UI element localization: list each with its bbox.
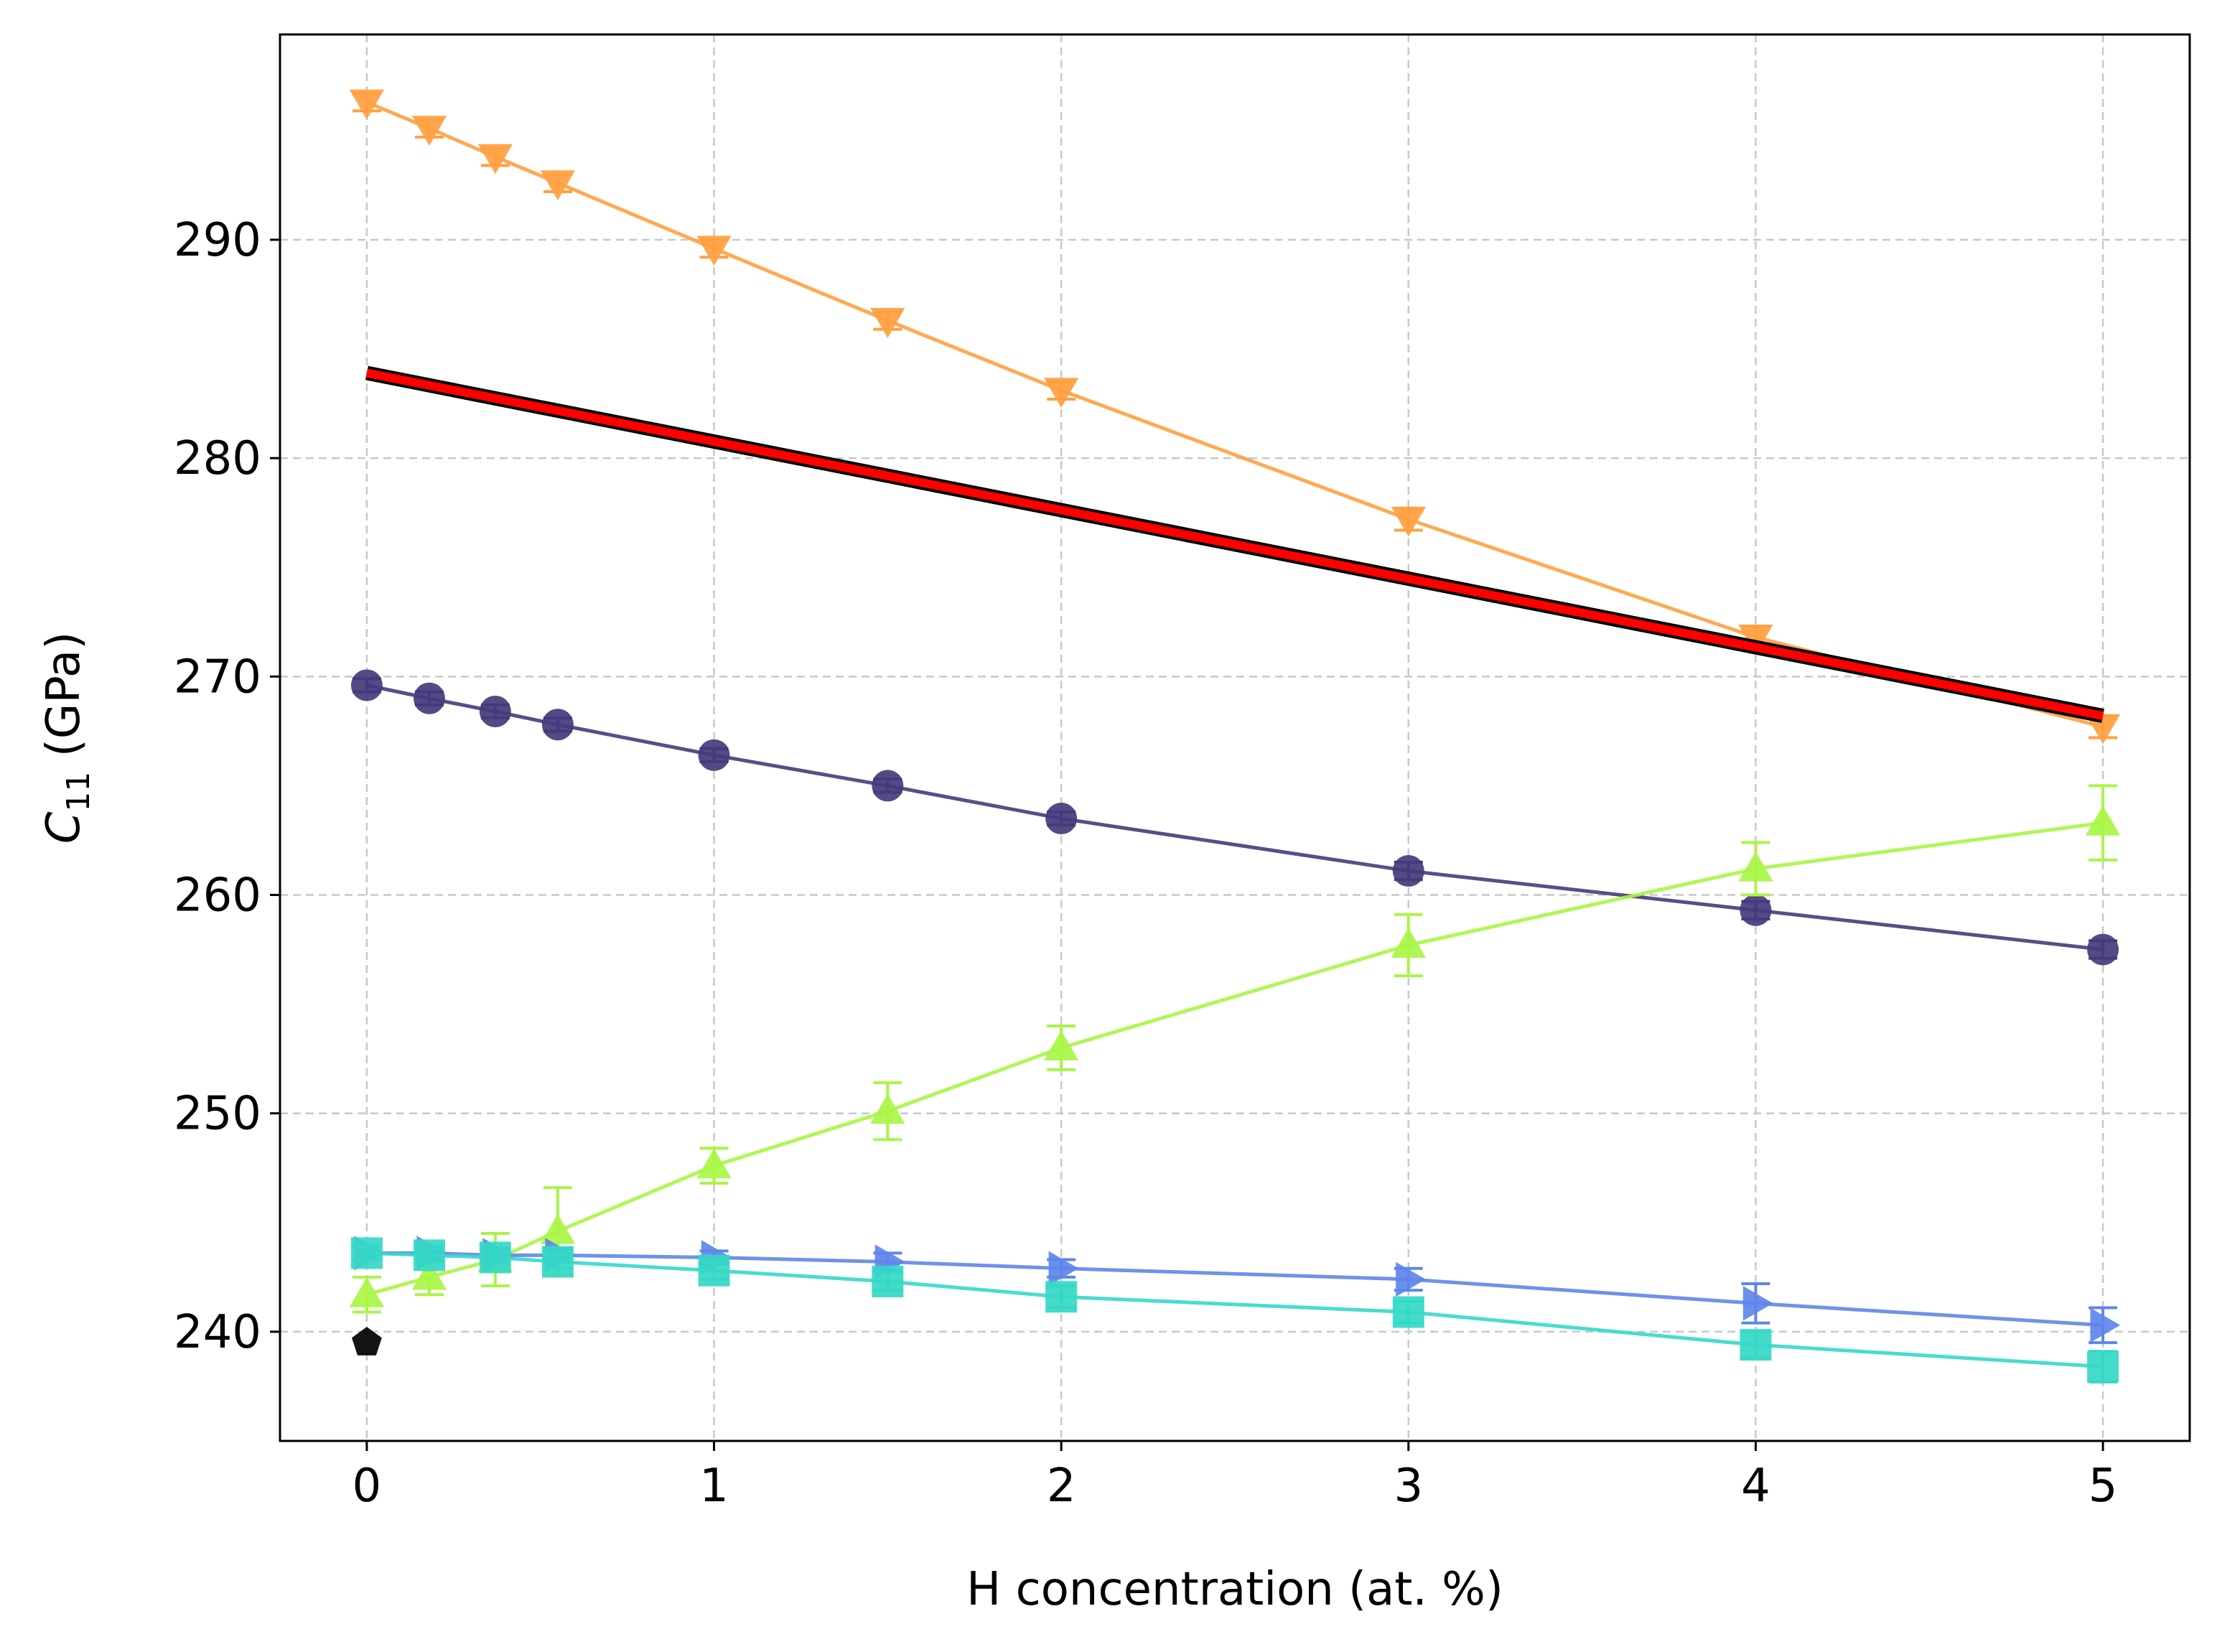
data-point (413, 682, 445, 714)
data-point (1045, 803, 1078, 835)
data-point (1391, 506, 1427, 537)
series-line (366, 1251, 2104, 1369)
data-point (1740, 894, 1772, 926)
data-point (411, 116, 447, 146)
series-lime-up-triangles (349, 784, 2121, 1314)
x-tick-label: 0 (353, 1460, 382, 1513)
data-point (350, 669, 383, 701)
series-orange-down-triangles (349, 89, 2121, 745)
data-point (349, 89, 385, 120)
y-tick-label: 290 (174, 214, 261, 267)
data-point (870, 307, 905, 338)
data-point (696, 1148, 732, 1179)
data-point (541, 709, 574, 741)
series-line (366, 1251, 2104, 1327)
reference-band-fill (365, 368, 2104, 720)
series-line (366, 683, 2104, 952)
series-teal-squares (350, 1237, 2119, 1383)
data-point (2090, 1307, 2121, 1343)
x-tick-label: 2 (1047, 1460, 1076, 1513)
data-point (1392, 855, 1424, 887)
y-tick-label: 280 (174, 432, 261, 485)
data-point (696, 235, 732, 266)
data-point (2085, 714, 2121, 745)
data-point (2085, 805, 2121, 836)
x-axis-title: H concentration (at. %) (966, 1563, 1503, 1616)
x-tick-label: 5 (2088, 1460, 2118, 1513)
data-point (477, 144, 513, 174)
data-point (541, 1246, 574, 1278)
y-tick-label: 250 (174, 1088, 261, 1141)
series-line (366, 821, 2104, 1297)
data-point (698, 1254, 730, 1287)
data-point (350, 1237, 383, 1269)
y-tick-label: 270 (174, 650, 261, 704)
data-point (1738, 851, 1773, 882)
data-point (1045, 1281, 1078, 1313)
ticks: 0 1 2 3 4 5 240 250 260 270 280 290 (174, 214, 2118, 1513)
data-point (411, 1259, 447, 1290)
y-tick-label: 240 (174, 1306, 261, 1359)
data-point (1048, 1251, 1079, 1286)
black-pentagon (351, 1327, 382, 1355)
data-point (540, 170, 576, 201)
data-point (2087, 933, 2119, 966)
series-blue-right-triangles (352, 1236, 2121, 1345)
x-tick-label: 3 (1394, 1460, 1423, 1513)
data-point (349, 1277, 385, 1307)
data-point (540, 1213, 576, 1244)
x-tick-label: 4 (1741, 1460, 1770, 1513)
y-axis-title-symbol: C (37, 811, 90, 844)
data-point (872, 770, 904, 802)
data-point (1740, 1329, 1772, 1361)
data-point (1043, 1030, 1079, 1061)
data-point (1392, 1296, 1424, 1328)
y-axis-title-subscript: 11 (60, 772, 97, 812)
series-line (365, 100, 2104, 729)
data-point (872, 1265, 904, 1297)
y-axis-title-unit: (GPa) (37, 632, 90, 772)
data-point (1396, 1261, 1427, 1297)
data-point (1738, 624, 1773, 655)
data-point (2087, 1350, 2119, 1383)
x-tick-label: 1 (699, 1460, 729, 1513)
data-point (479, 1241, 511, 1274)
data-point (698, 739, 730, 771)
data-point (413, 1239, 445, 1271)
y-tick-label: 260 (174, 869, 261, 923)
plot-area (349, 89, 2121, 1383)
data-point (1742, 1286, 1773, 1321)
data-point (1043, 378, 1079, 409)
data-point (479, 695, 511, 727)
series-purple-circles (350, 669, 2119, 966)
data-point (870, 1093, 905, 1124)
y-axis-title: C11 (GPa) (37, 632, 97, 844)
reference-band (365, 365, 2105, 723)
data-point (1391, 928, 1427, 958)
axes-frame (279, 33, 2191, 1442)
